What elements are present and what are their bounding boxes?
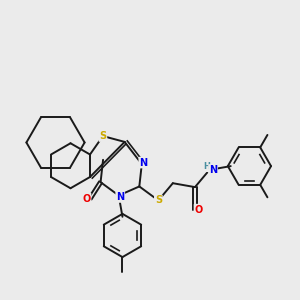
Text: O: O [82, 194, 91, 204]
Text: H: H [203, 162, 210, 171]
Text: S: S [155, 195, 162, 206]
Text: S: S [99, 131, 106, 141]
Text: N: N [139, 158, 147, 168]
Text: N: N [209, 165, 217, 175]
Text: N: N [116, 192, 124, 202]
Text: O: O [194, 205, 203, 214]
